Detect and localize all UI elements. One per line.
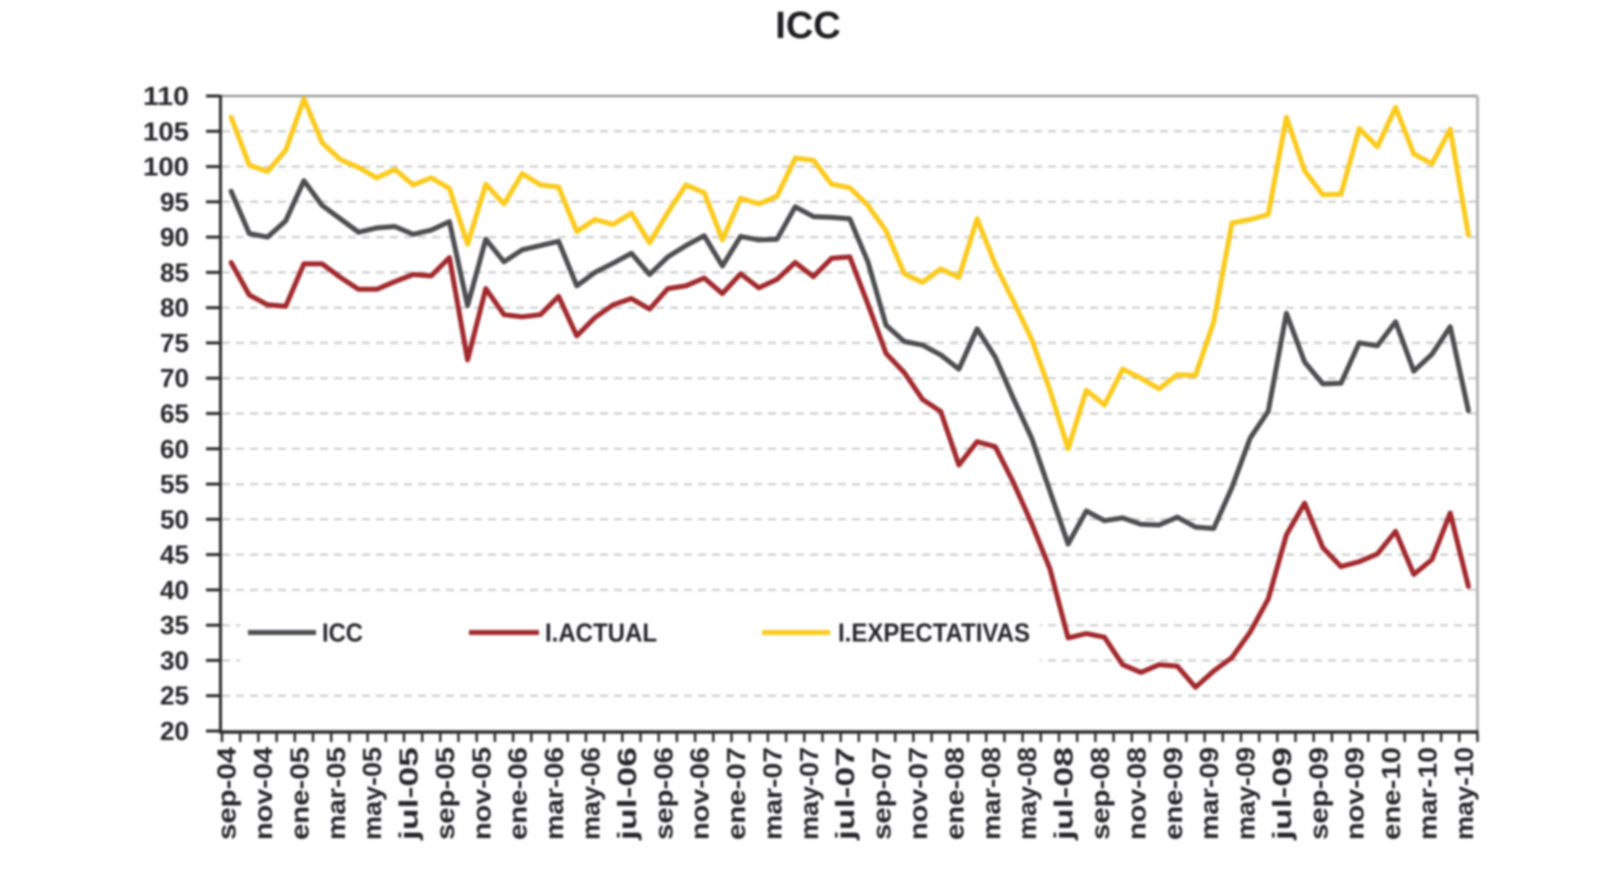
svg-text:may-08: may-08 xyxy=(1012,747,1042,840)
svg-text:nov-04: nov-04 xyxy=(248,746,278,840)
svg-text:90: 90 xyxy=(160,222,189,252)
svg-text:I.EXPECTATIVAS: I.EXPECTATIVAS xyxy=(838,618,1030,648)
svg-text:50: 50 xyxy=(160,504,189,534)
svg-text:may-09: may-09 xyxy=(1231,747,1261,840)
svg-text:ICC: ICC xyxy=(322,618,363,648)
svg-text:mar-08: mar-08 xyxy=(976,747,1006,840)
svg-text:70: 70 xyxy=(160,363,189,393)
svg-text:65: 65 xyxy=(160,399,189,429)
svg-text:95: 95 xyxy=(160,187,189,217)
svg-text:ene-06: ene-06 xyxy=(503,747,533,840)
svg-text:105: 105 xyxy=(143,116,189,146)
svg-text:jul-09: jul-09 xyxy=(1267,747,1297,841)
svg-text:85: 85 xyxy=(160,257,189,287)
svg-text:ICC: ICC xyxy=(775,5,840,47)
svg-text:may-06: may-06 xyxy=(576,747,606,840)
svg-text:mar-10: mar-10 xyxy=(1413,747,1443,840)
svg-text:ene-07: ene-07 xyxy=(721,747,751,840)
svg-text:mar-07: mar-07 xyxy=(758,747,788,840)
svg-text:ene-09: ene-09 xyxy=(1158,747,1188,840)
svg-text:45: 45 xyxy=(160,540,189,570)
svg-text:jul-07: jul-07 xyxy=(830,747,860,841)
svg-text:25: 25 xyxy=(160,681,189,711)
svg-text:35: 35 xyxy=(160,610,189,640)
svg-text:55: 55 xyxy=(160,469,189,499)
svg-text:sep-09: sep-09 xyxy=(1303,747,1333,840)
svg-text:nov-08: nov-08 xyxy=(1121,747,1151,840)
svg-text:40: 40 xyxy=(160,575,189,605)
svg-text:mar-06: mar-06 xyxy=(539,747,569,840)
svg-text:75: 75 xyxy=(160,328,189,358)
svg-text:100: 100 xyxy=(143,152,189,182)
svg-text:60: 60 xyxy=(160,434,189,464)
svg-text:jul-05: jul-05 xyxy=(394,747,424,841)
svg-text:I.ACTUAL: I.ACTUAL xyxy=(545,618,657,648)
svg-text:nov-07: nov-07 xyxy=(903,747,933,840)
svg-text:sep-07: sep-07 xyxy=(867,747,897,840)
svg-text:ene-08: ene-08 xyxy=(939,747,969,840)
svg-text:nov-09: nov-09 xyxy=(1340,747,1370,840)
svg-text:30: 30 xyxy=(160,645,189,675)
svg-text:nov-05: nov-05 xyxy=(466,747,496,840)
svg-text:mar-05: mar-05 xyxy=(321,747,351,840)
svg-text:20: 20 xyxy=(160,716,189,746)
svg-text:mar-09: mar-09 xyxy=(1194,747,1224,840)
svg-text:sep-06: sep-06 xyxy=(648,747,678,840)
svg-text:nov-06: nov-06 xyxy=(685,747,715,840)
svg-text:jul-08: jul-08 xyxy=(1049,747,1079,841)
svg-text:110: 110 xyxy=(143,81,189,111)
svg-text:ene-10: ene-10 xyxy=(1376,747,1406,840)
svg-text:may-05: may-05 xyxy=(357,747,387,840)
svg-text:sep-08: sep-08 xyxy=(1085,747,1115,840)
svg-text:jul-06: jul-06 xyxy=(612,747,642,841)
svg-text:may-10: may-10 xyxy=(1449,747,1479,840)
svg-text:80: 80 xyxy=(160,293,189,323)
svg-text:may-07: may-07 xyxy=(794,747,824,840)
svg-text:sep-04: sep-04 xyxy=(212,746,242,840)
svg-text:sep-05: sep-05 xyxy=(430,747,460,840)
svg-text:ene-05: ene-05 xyxy=(284,747,314,840)
